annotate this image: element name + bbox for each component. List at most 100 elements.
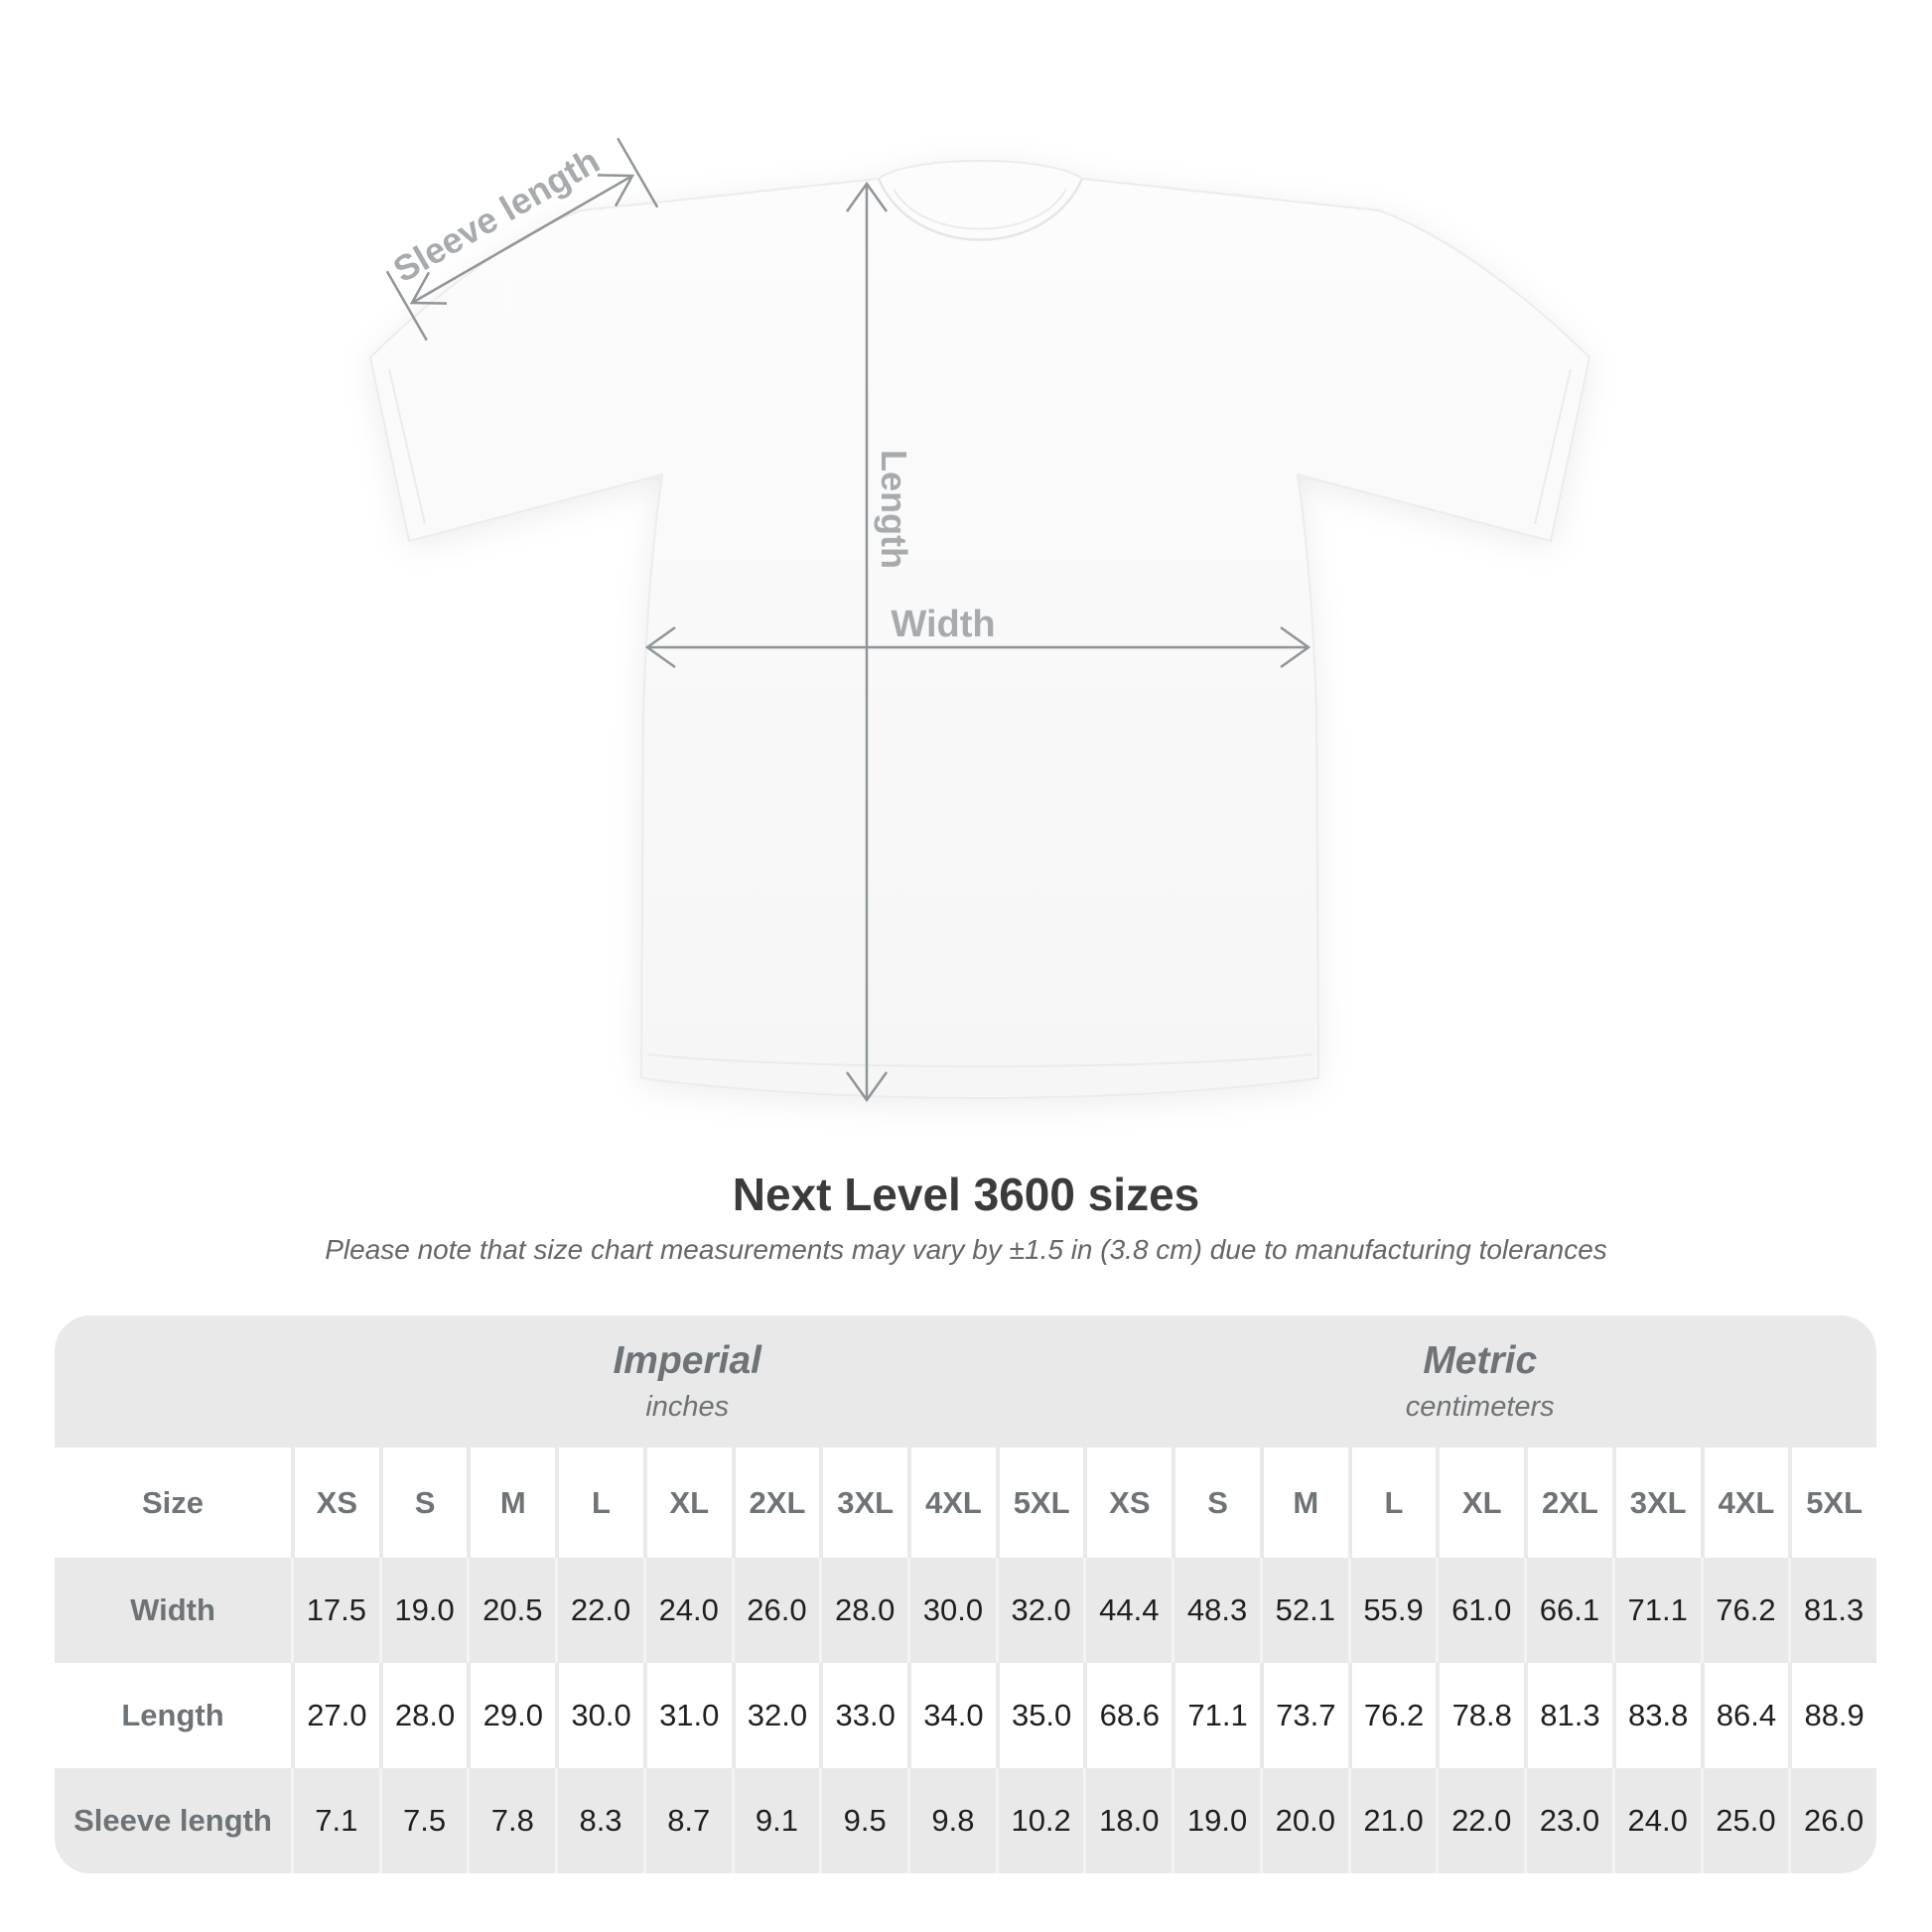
imperial-unit-label: inches bbox=[645, 1391, 730, 1423]
size-table: Imperial inches Metric centimeters Size … bbox=[55, 1315, 1876, 1873]
length-diagram-label: Length bbox=[874, 450, 914, 569]
collar-inner-seam bbox=[893, 188, 1067, 230]
size-header-imperial-m: M bbox=[467, 1448, 555, 1558]
size-header-imperial-l: L bbox=[555, 1448, 643, 1558]
width-arrow bbox=[644, 625, 1311, 669]
width-diagram-label: Width bbox=[891, 604, 996, 645]
size-header-metric-l: L bbox=[1347, 1448, 1437, 1558]
size-header-metric-s: S bbox=[1172, 1448, 1260, 1558]
tshirt-measurement-diagram: Sleeve length Length Width bbox=[368, 137, 1591, 1103]
width-imperial-value: 22.0 bbox=[555, 1558, 643, 1663]
length-metric-value: 71.1 bbox=[1172, 1663, 1260, 1768]
width-metric-value: 48.3 bbox=[1172, 1558, 1260, 1663]
size-header-metric-2xl: 2XL bbox=[1524, 1448, 1612, 1558]
width-imperial-value: 17.5 bbox=[291, 1558, 379, 1663]
measurement-arrows bbox=[385, 137, 1311, 1103]
sleeve-imperial-value: 9.8 bbox=[907, 1768, 996, 1873]
sleeve-imperial-value: 10.2 bbox=[995, 1768, 1084, 1873]
width-metric-value: 61.0 bbox=[1436, 1558, 1524, 1663]
length-imperial-value: 35.0 bbox=[995, 1663, 1084, 1768]
size-header-row: Size XS S M L XL 2XL 3XL 4XL 5XL XS S M … bbox=[55, 1448, 1876, 1558]
collar-outline bbox=[877, 178, 1084, 241]
width-imperial-value: 32.0 bbox=[995, 1558, 1084, 1663]
width-imperial-value: 20.5 bbox=[467, 1558, 555, 1663]
size-header-imperial-5xl: 5XL bbox=[995, 1448, 1084, 1558]
sleeve-metric-value: 18.0 bbox=[1083, 1768, 1172, 1873]
length-row-label: Length bbox=[121, 1698, 224, 1732]
length-arrow bbox=[845, 181, 889, 1103]
metric-label: Metric bbox=[1423, 1339, 1538, 1382]
size-header-imperial-2xl: 2XL bbox=[731, 1448, 820, 1558]
size-header-metric-3xl: 3XL bbox=[1611, 1448, 1701, 1558]
length-metric-value: 68.6 bbox=[1083, 1663, 1172, 1768]
sleeve-metric-value: 23.0 bbox=[1524, 1768, 1612, 1873]
length-imperial-value: 34.0 bbox=[907, 1663, 996, 1768]
sleeve-length-arrow bbox=[385, 137, 659, 342]
length-metric-value: 86.4 bbox=[1700, 1663, 1789, 1768]
sleeve-metric-value: 26.0 bbox=[1788, 1768, 1876, 1873]
width-metric-value: 71.1 bbox=[1611, 1558, 1701, 1663]
width-imperial-value: 24.0 bbox=[642, 1558, 732, 1663]
size-header-imperial-4xl: 4XL bbox=[907, 1448, 996, 1558]
imperial-label: Imperial bbox=[613, 1339, 762, 1382]
sleeve-metric-value: 20.0 bbox=[1259, 1768, 1348, 1873]
page-title: Next Level 3600 sizes bbox=[732, 1169, 1200, 1220]
sleeve-metric-value: 21.0 bbox=[1347, 1768, 1437, 1873]
table-row-width: Width 17.5 19.0 20.5 22.0 24.0 26.0 28.0… bbox=[55, 1558, 1876, 1663]
width-row-label: Width bbox=[130, 1592, 215, 1627]
tolerance-note: Please note that size chart measurements… bbox=[325, 1234, 1607, 1265]
size-header-metric-xl: XL bbox=[1436, 1448, 1524, 1558]
size-header-imperial-3xl: 3XL bbox=[819, 1448, 907, 1558]
length-metric-value: 76.2 bbox=[1347, 1663, 1437, 1768]
left-cuff-seam bbox=[388, 368, 426, 525]
sleeve-imperial-value: 8.3 bbox=[555, 1768, 643, 1873]
width-metric-value: 66.1 bbox=[1524, 1558, 1612, 1663]
sleeve-metric-value: 19.0 bbox=[1172, 1768, 1260, 1873]
unit-groups-row: Imperial inches Metric centimeters bbox=[55, 1315, 1876, 1448]
sleeve-imperial-value: 7.5 bbox=[378, 1768, 468, 1873]
width-metric-value: 81.3 bbox=[1788, 1558, 1876, 1663]
width-metric-value: 44.4 bbox=[1083, 1558, 1172, 1663]
size-header-imperial-xs: XS bbox=[291, 1448, 379, 1558]
width-metric-value: 76.2 bbox=[1700, 1558, 1789, 1663]
length-imperial-value: 33.0 bbox=[819, 1663, 907, 1768]
sleeve-length-row-label: Sleeve length bbox=[73, 1803, 272, 1838]
size-header-metric-m: M bbox=[1259, 1448, 1348, 1558]
length-imperial-value: 27.0 bbox=[291, 1663, 379, 1768]
imperial-group-header: Imperial inches bbox=[291, 1315, 1084, 1448]
table-row-length: Length 27.0 28.0 29.0 30.0 31.0 32.0 33.… bbox=[55, 1663, 1876, 1768]
size-header-imperial-xl: XL bbox=[642, 1448, 732, 1558]
metric-unit-label: centimeters bbox=[1405, 1391, 1555, 1423]
length-metric-value: 81.3 bbox=[1524, 1663, 1612, 1768]
sleeve-imperial-value: 9.1 bbox=[731, 1768, 820, 1873]
length-imperial-value: 31.0 bbox=[642, 1663, 732, 1768]
sleeve-imperial-value: 7.1 bbox=[291, 1768, 379, 1873]
sleeve-metric-value: 22.0 bbox=[1436, 1768, 1524, 1873]
sleeve-imperial-value: 8.7 bbox=[642, 1768, 732, 1873]
sleeve-imperial-value: 7.8 bbox=[467, 1768, 555, 1873]
width-imperial-value: 28.0 bbox=[819, 1558, 907, 1663]
length-imperial-value: 32.0 bbox=[731, 1663, 820, 1768]
width-imperial-value: 19.0 bbox=[378, 1558, 468, 1663]
size-header-metric-5xl: 5XL bbox=[1788, 1448, 1876, 1558]
length-metric-value: 78.8 bbox=[1436, 1663, 1524, 1768]
width-metric-value: 55.9 bbox=[1347, 1558, 1437, 1663]
length-imperial-value: 30.0 bbox=[555, 1663, 643, 1768]
sleeve-metric-value: 24.0 bbox=[1611, 1768, 1701, 1873]
width-imperial-value: 26.0 bbox=[731, 1558, 820, 1663]
size-column-header: Size bbox=[141, 1484, 205, 1520]
size-header-metric-xs: XS bbox=[1083, 1448, 1172, 1558]
width-metric-value: 52.1 bbox=[1259, 1558, 1348, 1663]
units-spacer bbox=[55, 1315, 291, 1448]
length-metric-value: 73.7 bbox=[1259, 1663, 1348, 1768]
right-cuff-seam bbox=[1534, 368, 1572, 525]
length-imperial-value: 28.0 bbox=[378, 1663, 468, 1768]
size-header-metric-4xl: 4XL bbox=[1700, 1448, 1789, 1558]
size-header-imperial-s: S bbox=[378, 1448, 468, 1558]
tshirt-diagram-svg bbox=[368, 137, 1591, 1103]
metric-group-header: Metric centimeters bbox=[1084, 1315, 1877, 1448]
table-row-sleeve-length: Sleeve length 7.1 7.5 7.8 8.3 8.7 9.1 9.… bbox=[55, 1768, 1876, 1873]
length-metric-value: 88.9 bbox=[1788, 1663, 1876, 1768]
sleeve-metric-value: 25.0 bbox=[1700, 1768, 1789, 1873]
